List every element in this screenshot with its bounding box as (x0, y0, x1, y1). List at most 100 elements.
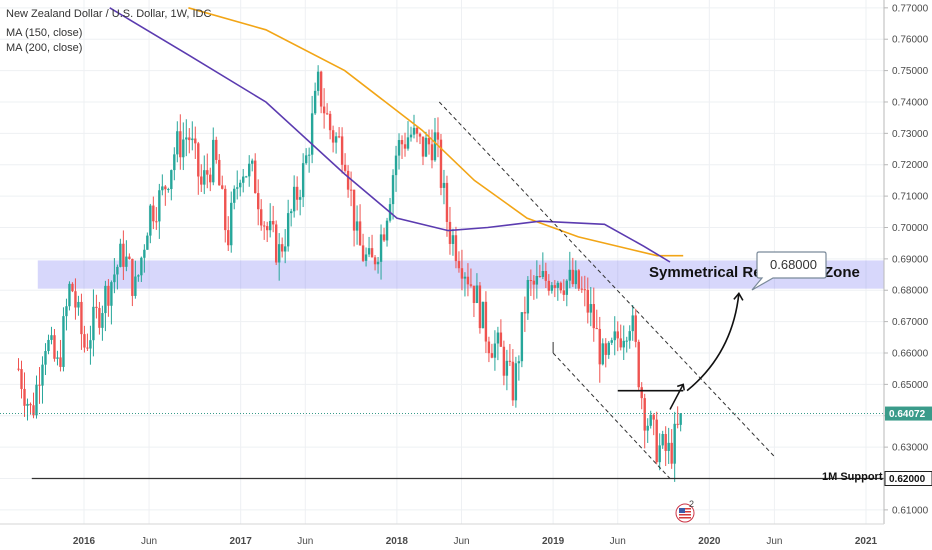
x-tick-label: 2016 (73, 536, 96, 547)
target-callout[interactable]: 0.68000 (751, 251, 827, 291)
candle-body (334, 136, 338, 143)
candle-body (98, 308, 101, 328)
candle-body (89, 340, 92, 349)
candle-body (197, 143, 200, 177)
ma150-legend[interactable]: MA (150, close) (6, 27, 82, 39)
candle-body (421, 136, 425, 157)
breakout-curve-head (733, 291, 744, 301)
grid (0, 0, 884, 524)
candle-body (349, 189, 353, 191)
candle-body (634, 315, 637, 342)
candle-body (119, 243, 122, 267)
support-price-value: 0.62000 (889, 474, 926, 485)
candle-body (146, 235, 149, 250)
candle-body (149, 205, 152, 236)
candle-body (203, 170, 206, 185)
candle-body (472, 285, 476, 303)
candle-body (385, 220, 389, 241)
symbol-title[interactable]: New Zealand Dollar / U.S. Dollar, 1W, ID… (6, 8, 211, 20)
candle-body (17, 368, 20, 370)
channel-upper-line (438, 101, 775, 457)
candle-body (242, 176, 245, 183)
candle-body (490, 353, 494, 358)
candle-body (134, 276, 137, 296)
candle-body (56, 357, 59, 359)
candle-body (161, 186, 164, 191)
zone-label: Symmetrical Re Zone (649, 264, 860, 281)
candle-body (679, 413, 682, 425)
candle-body (104, 285, 107, 314)
candle-body (499, 332, 503, 347)
candle-body (191, 138, 194, 141)
candle-body (511, 361, 515, 401)
candle-body (550, 285, 554, 291)
candle-body (337, 136, 341, 138)
x-tick-label: Jun (453, 536, 469, 547)
candle-body (209, 174, 212, 183)
candle-body (379, 234, 383, 262)
candle-body (676, 423, 679, 425)
candle-body (523, 312, 527, 314)
candle-body (80, 301, 83, 335)
candle-body (268, 221, 272, 231)
candle-body (430, 144, 434, 161)
support-price-badge (884, 471, 932, 487)
candle-body (274, 224, 278, 263)
candle-body (35, 384, 38, 416)
candle-body (346, 170, 350, 190)
candle-body (44, 351, 47, 365)
us-flag-icon[interactable] (675, 503, 695, 523)
candle-body (260, 209, 263, 226)
candle-body (233, 188, 236, 203)
candle-body (526, 280, 530, 314)
price-axis[interactable]: 0.77000 0.76000 0.75000 0.74000 0.73000 0.720… (883, 0, 929, 524)
candle-body (248, 163, 251, 177)
candle-body (475, 285, 479, 303)
y-tick-label: 0.72000 (892, 160, 929, 171)
candle-body (658, 445, 661, 463)
candle-body (358, 221, 362, 246)
candle-body (628, 331, 631, 341)
candle-body (289, 211, 293, 214)
candle-body (239, 182, 242, 188)
y-tick-label: 0.66000 (892, 348, 929, 359)
y-tick-label: 0.63000 (892, 443, 929, 454)
candle-body (200, 176, 203, 185)
candle-body (373, 257, 377, 265)
candle-body (262, 225, 266, 227)
candle-body (20, 369, 23, 389)
candle-body (448, 221, 452, 244)
support-label: 1M Support (822, 471, 883, 483)
candle-body (125, 256, 128, 267)
candle-body (47, 339, 50, 352)
candle-body (283, 246, 287, 252)
candle-body (484, 301, 488, 342)
candle-body (26, 403, 29, 406)
candle-body (664, 434, 667, 451)
candle-body (556, 282, 560, 288)
candle-body (110, 282, 113, 306)
candle-body (185, 137, 188, 140)
candle-body (92, 306, 95, 341)
candle-body (331, 130, 335, 143)
candle-body (340, 136, 344, 165)
event-count-badge: 2 (689, 499, 694, 509)
y-tick-label: 0.73000 (892, 129, 929, 140)
candle-body (493, 343, 497, 358)
candle-body (277, 244, 281, 263)
candle-body (128, 256, 131, 259)
candle-body (221, 185, 224, 189)
candle-body (463, 276, 467, 279)
candle-body (415, 127, 419, 134)
candle-body (227, 230, 230, 246)
time-axis[interactable]: 2016 Jun 2017 Jun 2018 Jun 2019 Jun 2020 Jun 2021 (0, 523, 884, 547)
forecast-arrow-short (669, 384, 684, 410)
candle-body (325, 113, 329, 115)
breakout-curve (686, 293, 740, 392)
candle-body (143, 249, 146, 258)
candle-body (107, 285, 110, 306)
x-tick-label: 2019 (542, 536, 565, 547)
ma200-legend[interactable]: MA (200, close) (6, 42, 82, 54)
x-tick-label: Jun (610, 536, 626, 547)
